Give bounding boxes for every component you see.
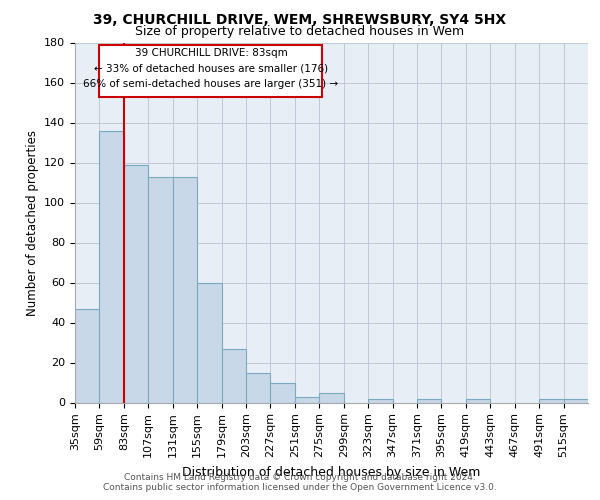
Y-axis label: Number of detached properties: Number of detached properties <box>26 130 38 316</box>
Text: Size of property relative to detached houses in Wem: Size of property relative to detached ho… <box>136 25 464 38</box>
Bar <box>466 398 490 402</box>
Bar <box>197 282 221 403</box>
Text: 39 CHURCHILL DRIVE: 83sqm: 39 CHURCHILL DRIVE: 83sqm <box>134 48 287 58</box>
Text: Contains public sector information licensed under the Open Government Licence v3: Contains public sector information licen… <box>103 484 497 492</box>
Bar <box>271 382 295 402</box>
Bar <box>417 398 442 402</box>
Bar <box>539 398 563 402</box>
Bar <box>246 372 271 402</box>
Bar <box>75 308 100 402</box>
Text: Contains HM Land Registry data © Crown copyright and database right 2024.: Contains HM Land Registry data © Crown c… <box>124 474 476 482</box>
Bar <box>124 164 148 402</box>
Bar <box>100 130 124 402</box>
Text: 39, CHURCHILL DRIVE, WEM, SHREWSBURY, SY4 5HX: 39, CHURCHILL DRIVE, WEM, SHREWSBURY, SY… <box>94 12 506 26</box>
FancyBboxPatch shape <box>100 44 322 96</box>
X-axis label: Distribution of detached houses by size in Wem: Distribution of detached houses by size … <box>182 466 481 478</box>
Bar <box>368 398 392 402</box>
Text: ← 33% of detached houses are smaller (176): ← 33% of detached houses are smaller (17… <box>94 64 328 74</box>
Bar <box>173 176 197 402</box>
Bar <box>563 398 588 402</box>
Bar <box>319 392 344 402</box>
Text: 66% of semi-detached houses are larger (351) →: 66% of semi-detached houses are larger (… <box>83 79 338 89</box>
Bar <box>295 396 319 402</box>
Bar <box>148 176 173 402</box>
Bar <box>221 348 246 403</box>
